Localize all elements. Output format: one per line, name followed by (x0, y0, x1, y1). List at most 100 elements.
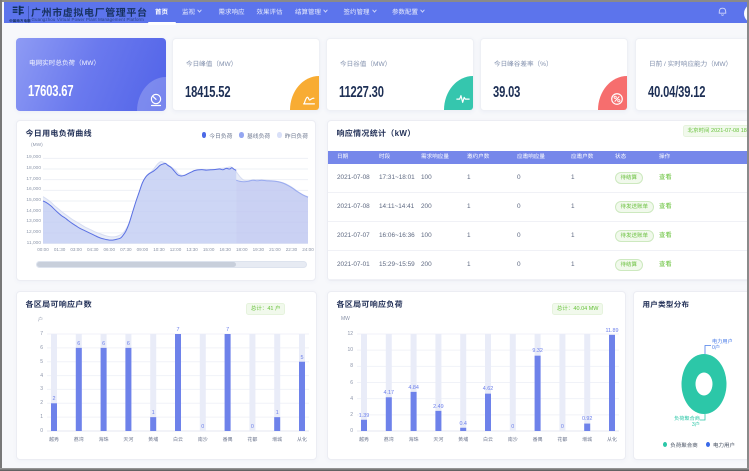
total-load-badge: 总计：40.04 MW (552, 303, 603, 315)
bar-value-label: 2.49 (433, 403, 444, 410)
column-header: 需求响应量 (421, 154, 449, 160)
x-tick-label: 越秀 (48, 437, 59, 443)
y-tick-label: 2 (40, 400, 43, 407)
app-title: 广州市虚拟电厂管理平台 (31, 7, 148, 19)
nav-item-2[interactable]: 监视 (182, 2, 202, 23)
kpi-card-total-load: 电网实时总负荷（MW） 17603.67 (16, 38, 166, 111)
kpi-card-response-capacity: 日前 / 实时响应能力（MW） 40.04/39.12 (635, 38, 749, 111)
x-tick-label: 09:00 (136, 247, 149, 252)
x-tick-label: 荔湾 (73, 437, 84, 443)
legend-item[interactable]: 基线负荷 (239, 131, 270, 140)
response-stats-panel: 响应情况统计（kW） 北京时间 2021-07-08 18: 日期 时段 需求响应量… (327, 120, 749, 281)
kpi-value: 18415.52 (185, 83, 231, 101)
nav-item-3[interactable]: 需求响应 (218, 9, 245, 16)
table-cell: 1 (467, 261, 471, 268)
bar-value-label: 1.39 (358, 412, 370, 419)
district-households-chart (47, 333, 309, 432)
column-header: 应邀户数 (571, 154, 594, 160)
table-row: 2021-07-08 17:31~18:01 100 1 0 1 待结算 查看 (328, 164, 749, 193)
table-cell: 200 (421, 261, 432, 268)
x-tick-label: 06:00 (103, 247, 116, 252)
kpi-value: 11227.30 (339, 83, 384, 101)
x-tick-label: 增城 (272, 437, 283, 443)
y-tick-label: 15,000 (26, 197, 41, 203)
nav-item-5[interactable]: 结算管理 (295, 2, 328, 23)
notification-bell-icon[interactable] (718, 6, 727, 17)
x-tick-label: 从化 (296, 437, 307, 443)
district-load-panel: 各区局可响应负荷 总计：40.04 MW MW 0 2 4 6 8 10 12 1.39 越秀 4… (327, 291, 626, 460)
table-cell: 1 (571, 203, 575, 210)
table-cell: 100 (421, 232, 432, 239)
panel-title: 用户类型分布 (642, 300, 690, 309)
table-row: 2021-07-07 16:06~16:36 100 1 0 1 待发送账单 查看 (328, 222, 749, 251)
legend-dot (277, 132, 282, 138)
kpi-label: 日前 / 实时响应能力（MW） (649, 61, 733, 68)
panel-title: 各区局可响应负荷 (336, 300, 403, 309)
bar-value-label: 0 (250, 423, 254, 430)
pie-legend: 负荷聚合商 电力用户 (634, 441, 749, 449)
x-tick-label: 白云 (482, 437, 493, 443)
column-header: 日期 (337, 154, 349, 160)
bar-value-label: 11.89 (605, 327, 619, 334)
kpi-disc (598, 76, 627, 110)
legend-item[interactable]: 电力用户 (705, 441, 735, 449)
y-tick-label: 1 (40, 414, 43, 421)
chart-zoom-slider[interactable] (36, 261, 307, 268)
main-nav: 首页 监视 需求响应 效果评估 结算管理 签约管理 参数配置 (4, 2, 749, 26)
legend-item[interactable]: 昨日负荷 (277, 131, 308, 140)
bar-value-label: 2 (52, 396, 56, 403)
chevron-down-icon (197, 9, 202, 13)
x-tick-label: 天河 (123, 437, 134, 443)
view-link[interactable]: 查看 (659, 232, 672, 239)
panel-title: 今日用电负荷曲线 (25, 129, 92, 138)
y-axis-unit: 户 (38, 317, 44, 323)
column-header: 邀约户数 (467, 154, 490, 160)
bar-value-label: 7 (176, 326, 180, 333)
x-tick-label: 从化 (606, 437, 617, 443)
table-cell: 200 (421, 203, 432, 210)
bar-value-label: 0 (201, 423, 205, 430)
kpi-card-peak-valley-rate: 今日峰谷差率（%） 39.03 (480, 38, 628, 111)
district-load-chart (357, 333, 619, 432)
view-link[interactable]: 查看 (659, 174, 672, 181)
table-cell: 14:11~14:41 (379, 203, 415, 210)
bar-value-label: 6 (102, 340, 106, 347)
column-header: 时段 (379, 154, 391, 160)
nav-item-6[interactable]: 签约管理 (344, 2, 377, 23)
y-tick-label: 7 (40, 331, 43, 337)
legend-item[interactable]: 负荷聚合商 (663, 441, 698, 449)
legend-dot (663, 442, 668, 447)
bar-value-label: 0 (560, 423, 564, 430)
view-link[interactable]: 查看 (659, 261, 672, 268)
x-tick-label: 海珠 (408, 437, 419, 443)
chart-zoom-selected-range[interactable] (37, 262, 236, 267)
view-link[interactable]: 查看 (659, 203, 672, 210)
status-badge: 待发送账单 (615, 201, 654, 213)
table-cell: 1 (571, 261, 575, 268)
user-avatar[interactable] (744, 4, 749, 23)
y-tick-label: 5 (40, 358, 43, 365)
x-tick-label: 南沙 (197, 437, 208, 443)
x-tick-label: 黄埔 (148, 437, 159, 443)
x-tick-label: 天河 (433, 437, 444, 443)
x-tick-label: 01:30 (53, 247, 66, 252)
nav-item-7[interactable]: 参数配置 (392, 2, 425, 23)
nav-item-1[interactable]: 首页 (155, 9, 168, 16)
table-cell: 15:29~15:59 (379, 261, 415, 268)
top-navbar: 中国南方电网 广州市虚拟电厂管理平台 Guangzhou Virtual Pow… (4, 2, 749, 26)
table-row: 2021-07-08 14:11~14:41 200 1 0 1 待发送账单 查看 (328, 193, 749, 222)
legend-label: 基线负荷 (247, 133, 271, 140)
load-curve-panel: 今日用电负荷曲线 今日负荷 基线负荷 昨日负荷 (MW) 11,000 12,000 1… (16, 120, 316, 281)
y-tick-label: 18,000 (26, 166, 41, 172)
x-tick-label: 黄埔 (458, 437, 469, 443)
nav-item-4[interactable]: 效果评估 (256, 9, 283, 16)
y-tick-label: 12 (347, 331, 353, 337)
legend-item[interactable]: 今日负荷 (201, 131, 232, 140)
x-tick-label: 00:00 (37, 247, 49, 252)
kpi-card-peak: 今日峰值（MW） 18415.52 (172, 38, 320, 111)
status-badge: 待结算 (615, 172, 643, 184)
y-tick-label: 0 (350, 428, 353, 434)
x-tick-label: 21:00 (269, 247, 281, 252)
column-header: 应邀响应量 (517, 154, 545, 160)
table-cell: 0 (517, 174, 521, 181)
